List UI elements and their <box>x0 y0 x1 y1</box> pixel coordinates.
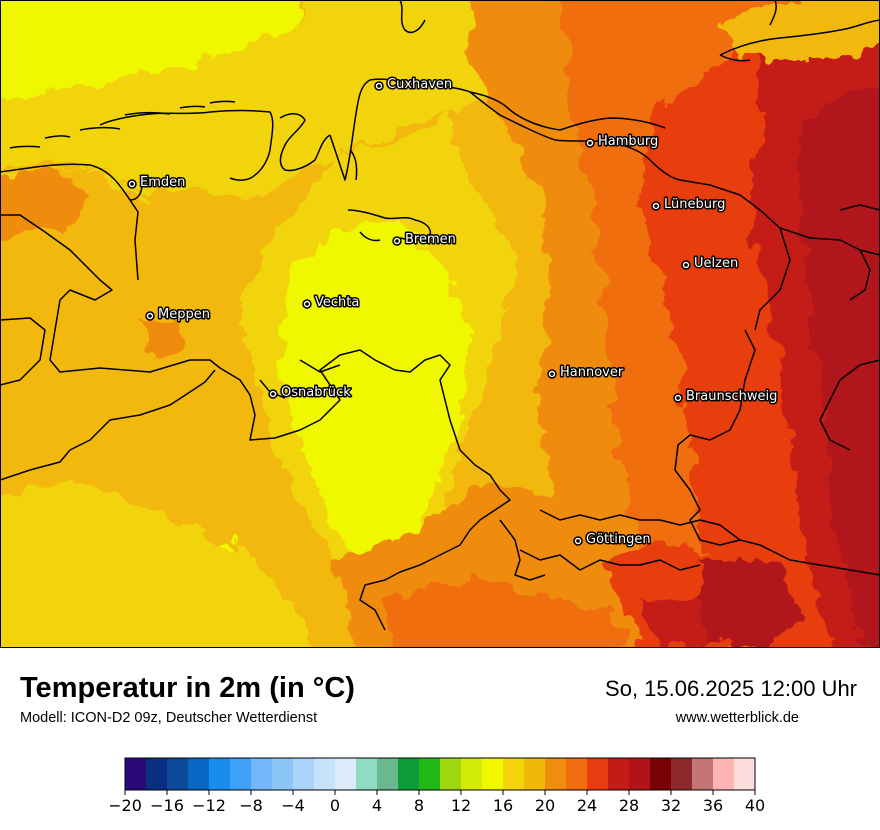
legend-swatch <box>293 758 315 790</box>
city-markers: Cuxhaven Hamburg Emden Lüneburg Bremen U… <box>127 76 779 549</box>
legend-swatch <box>650 758 672 790</box>
city-label-hannover: Hannover <box>560 365 624 380</box>
city-label-vechta: Vechta <box>315 295 359 310</box>
legend-swatch <box>440 758 462 790</box>
legend-tick-label: 24 <box>577 796 597 815</box>
city-label-braunschweig: Braunschweig <box>686 389 777 404</box>
legend-swatch <box>482 758 504 790</box>
legend-swatch <box>629 758 651 790</box>
city-label-cuxhaven: Cuxhaven <box>387 77 452 92</box>
legend-tick-label: 0 <box>330 796 340 815</box>
city-uelzen[interactable]: Uelzen <box>681 255 740 273</box>
website-link[interactable]: www.wetterblick.de <box>675 710 799 726</box>
legend-tick-label: −20 <box>110 796 142 815</box>
model-subtitle: Modell: ICON-D2 09z, Deutscher Wetterdie… <box>20 710 318 726</box>
city-goettingen[interactable]: Göttingen <box>573 531 652 549</box>
legend-swatch <box>419 758 441 790</box>
legend-swatch <box>272 758 294 790</box>
legend-tick-label: 36 <box>703 796 723 815</box>
city-label-meppen: Meppen <box>158 307 210 322</box>
legend-frame <box>124 757 756 791</box>
page-title: Temperatur in 2m (in °C) <box>20 672 355 704</box>
legend-tick-label: 32 <box>661 796 681 815</box>
city-vechta[interactable]: Vechta <box>302 294 361 312</box>
city-label-hamburg: Hamburg <box>598 134 658 149</box>
legend-swatch <box>734 758 756 790</box>
legend-swatch <box>461 758 483 790</box>
legend-swatch <box>377 758 399 790</box>
city-lueneburg[interactable]: Lüneburg <box>651 196 727 214</box>
legend-ticks: −20 −16 −12 −8 −4 0 4 8 12 16 20 24 28 32 36 40 <box>110 790 765 815</box>
city-emden[interactable]: Emden <box>127 174 187 192</box>
legend-swatch <box>167 758 189 790</box>
city-label-emden: Emden <box>140 175 185 190</box>
temperature-field <box>0 0 880 648</box>
legend-tick-label: 28 <box>619 796 639 815</box>
legend-swatch <box>314 758 336 790</box>
city-bremen[interactable]: Bremen <box>392 231 457 249</box>
legend-swatch <box>335 758 357 790</box>
legend-tick-label: 40 <box>745 796 765 815</box>
legend-swatch <box>125 758 147 790</box>
legend-swatch <box>146 758 168 790</box>
legend-tick-label: −8 <box>239 796 263 815</box>
temperature-map: Cuxhaven Hamburg Emden Lüneburg Bremen U… <box>0 0 880 648</box>
legend-swatch <box>713 758 735 790</box>
legend-tick-label: −16 <box>150 796 184 815</box>
legend-swatch <box>692 758 714 790</box>
city-label-lueneburg: Lüneburg <box>664 197 725 212</box>
legend-tick-label: 8 <box>414 796 424 815</box>
legend-swatch <box>608 758 630 790</box>
legend-tick-label: 16 <box>493 796 513 815</box>
legend-swatch <box>587 758 609 790</box>
legend-swatch <box>566 758 588 790</box>
legend-tick-label: 20 <box>535 796 555 815</box>
legend-swatch <box>671 758 693 790</box>
legend-swatch <box>545 758 567 790</box>
legend-swatch <box>251 758 273 790</box>
legend-swatch <box>209 758 231 790</box>
forecast-datetime: So, 15.06.2025 12:00 Uhr <box>605 676 857 701</box>
legend-swatches <box>124 757 756 791</box>
legend-tick-label: −4 <box>281 796 305 815</box>
legend-swatch <box>188 758 210 790</box>
city-cuxhaven[interactable]: Cuxhaven <box>374 76 454 94</box>
city-label-uelzen: Uelzen <box>694 256 738 271</box>
coastlines-borders <box>0 0 880 631</box>
legend-swatch <box>398 758 420 790</box>
legend-swatch <box>503 758 525 790</box>
city-meppen[interactable]: Meppen <box>145 306 211 324</box>
legend-tick-label: −12 <box>192 796 226 815</box>
city-osnabrueck[interactable]: Osnabrück <box>268 384 353 402</box>
legend-swatch <box>230 758 252 790</box>
legend-tick-label: 12 <box>451 796 471 815</box>
legend-tick-label: 4 <box>372 796 382 815</box>
legend-swatch <box>524 758 546 790</box>
city-label-osnabrueck: Osnabrück <box>281 385 351 400</box>
legend-swatch <box>356 758 378 790</box>
color-legend: −20 −16 −12 −8 −4 0 4 8 12 16 20 24 28 32 36 40 <box>110 757 765 815</box>
city-label-goettingen: Göttingen <box>586 532 651 547</box>
city-braunschweig[interactable]: Braunschweig <box>673 388 779 406</box>
city-label-bremen: Bremen <box>405 232 456 247</box>
city-hannover[interactable]: Hannover <box>547 364 625 382</box>
city-hamburg[interactable]: Hamburg <box>585 133 660 151</box>
